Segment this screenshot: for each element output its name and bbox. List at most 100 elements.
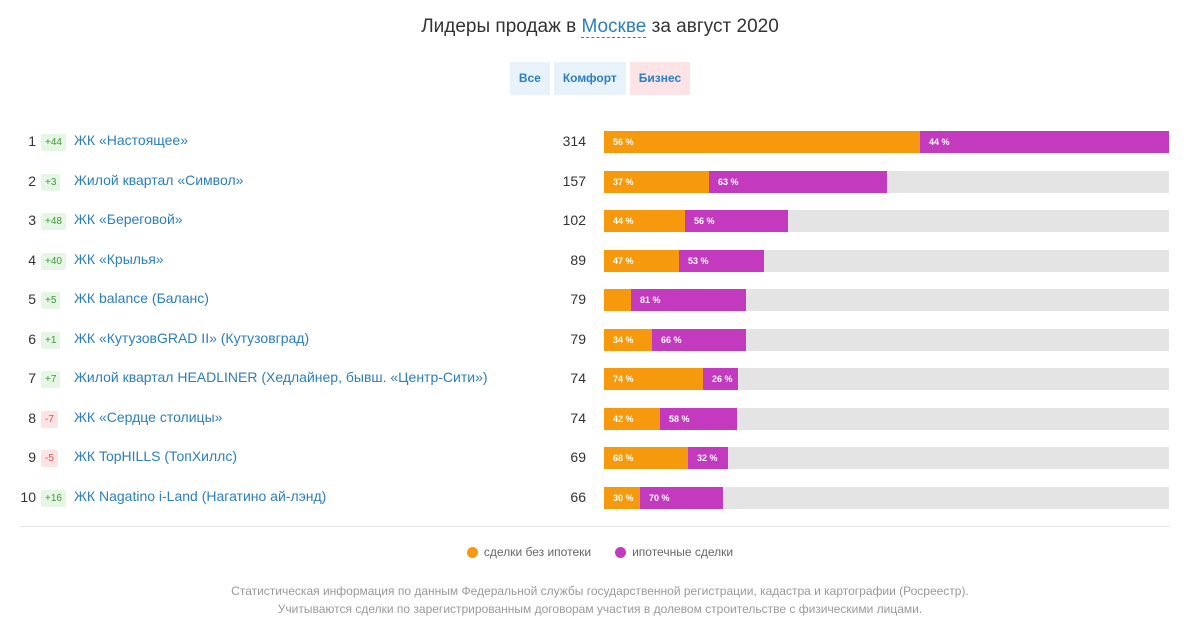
bar-percent-label: 56 % bbox=[613, 137, 634, 147]
project-link[interactable]: Жилой квартал «Символ» bbox=[74, 171, 244, 188]
bar-percent-label: 63 % bbox=[718, 176, 739, 187]
rank-label: 7 bbox=[28, 370, 36, 386]
bar-percent-label: 34 % bbox=[613, 334, 634, 345]
bar-percent-label: 68 % bbox=[613, 453, 634, 463]
bar-segment-cash: 30 % bbox=[604, 486, 640, 509]
bar-percent-label: 30 % bbox=[613, 492, 634, 503]
deal-count: 102 bbox=[562, 212, 586, 228]
deal-count: 74 bbox=[570, 370, 586, 386]
rank-change-badge: +3 bbox=[41, 173, 61, 191]
source-note: Статистическая информация по данным Феде… bbox=[0, 582, 1200, 618]
rank-change-badge: +40 bbox=[41, 252, 66, 270]
chart-row: 4 +40 ЖК «Крылья» 89 47 % 53 % bbox=[0, 241, 1200, 281]
chart-row: 1 +44 ЖК «Настоящее» 314 56 % 44 % bbox=[0, 122, 1200, 162]
rank-label: 3 bbox=[28, 212, 36, 228]
city-selector[interactable]: Москве bbox=[581, 16, 647, 38]
chart-row: 8 -7 ЖК «Сердце столицы» 74 42 % 58 % bbox=[0, 399, 1200, 439]
bar-track: 42 % 58 % bbox=[604, 407, 1169, 430]
chart-legend: сделки без ипотеки ипотечные сделки bbox=[0, 545, 1200, 559]
rank-label: 6 bbox=[28, 330, 36, 347]
project-link[interactable]: ЖК «Крылья» bbox=[74, 250, 164, 267]
bar-percent-label: 56 % bbox=[694, 216, 715, 226]
rank-label: 4 bbox=[28, 251, 36, 268]
bar-segment-cash: 37 % bbox=[604, 170, 709, 193]
legend-swatch-mortgage bbox=[615, 546, 627, 558]
rank-label: 5 bbox=[28, 291, 36, 307]
rank-change-badge: -7 bbox=[41, 410, 58, 428]
bar-percent-label: 81 % bbox=[640, 295, 661, 305]
project-link[interactable]: ЖК Nagatino i-Land (Нагатино ай-лэнд) bbox=[74, 487, 327, 504]
legend-label-cash: сделки без ипотеки bbox=[483, 545, 592, 559]
bar-segment-cash: 68 % bbox=[604, 447, 688, 469]
project-link[interactable]: Жилой квартал HEADLINER (Хедлайнер, бывш… bbox=[74, 369, 488, 385]
project-link[interactable]: ЖК «Настоящее» bbox=[74, 132, 188, 148]
project-link[interactable]: ЖК «КутузовGRAD II» (Кутузовград) bbox=[74, 329, 310, 346]
bar-percent-label: 37 % bbox=[613, 176, 634, 187]
deal-count: 66 bbox=[570, 488, 586, 505]
project-link[interactable]: ЖК balance (Баланс) bbox=[74, 290, 209, 306]
bar-segment-mortgage: 44 % bbox=[920, 131, 1169, 153]
bar-segment-mortgage: 66 % bbox=[652, 328, 746, 351]
bar-percent-label: 66 % bbox=[661, 334, 682, 345]
bar-segment-cash: 47 % bbox=[604, 249, 679, 272]
bar-track: 34 % 66 % bbox=[604, 328, 1169, 351]
project-link[interactable]: ЖК «Береговой» bbox=[74, 211, 183, 227]
rank-label: 9 bbox=[28, 449, 36, 465]
chart-row: 9 -5 ЖК TopHILLS (ТопХиллс) 69 68 % 32 % bbox=[0, 438, 1200, 478]
bar-track: 44 % 56 % bbox=[604, 210, 1169, 232]
bar-percent-label: 47 % bbox=[613, 255, 634, 266]
bar-segment-cash: 74 % bbox=[604, 368, 703, 390]
bar-track: 30 % 70 % bbox=[604, 486, 1169, 509]
bar-percent-label: 74 % bbox=[613, 374, 634, 384]
rank-label: 1 bbox=[28, 133, 36, 149]
rank-change-badge: +1 bbox=[41, 331, 61, 349]
title-prefix: Лидеры продаж в bbox=[421, 16, 577, 37]
bar-track: 47 % 53 % bbox=[604, 249, 1169, 272]
rank-change-badge: +7 bbox=[41, 371, 61, 388]
bar-segment-mortgage: 56 % bbox=[685, 210, 788, 232]
deal-count: 74 bbox=[570, 409, 586, 426]
bar-percent-label: 53 % bbox=[688, 255, 709, 266]
bar-percent-label: 58 % bbox=[669, 413, 690, 424]
deal-count: 157 bbox=[562, 172, 586, 189]
bar-percent-label: 44 % bbox=[929, 137, 950, 147]
bar-percent-label: 42 % bbox=[613, 413, 634, 424]
bar-segment-mortgage: 81 % bbox=[631, 289, 746, 311]
deal-count: 314 bbox=[562, 133, 586, 149]
filter-comfort[interactable]: Комфорт bbox=[553, 62, 626, 95]
bar-track: 81 % bbox=[604, 289, 1169, 311]
rank-change-badge: +5 bbox=[41, 292, 61, 309]
rank-label: 8 bbox=[28, 409, 36, 426]
class-filter-tabs: Все Комфорт Бизнес bbox=[0, 62, 1200, 95]
page-title: Лидеры продаж в Москве за август 2020 bbox=[0, 16, 1200, 38]
bar-segment-mortgage: 32 % bbox=[688, 447, 728, 469]
deal-count: 89 bbox=[570, 251, 586, 268]
divider bbox=[20, 526, 1170, 527]
rank-label: 10 bbox=[20, 488, 36, 505]
bar-segment-mortgage: 53 % bbox=[679, 249, 764, 272]
source-note-line-2: Учитываются сделки по зарегистрированным… bbox=[277, 602, 923, 616]
bar-segment-mortgage: 58 % bbox=[660, 407, 737, 430]
project-link[interactable]: ЖК TopHILLS (ТопХиллс) bbox=[74, 448, 237, 464]
source-note-line-1: Статистическая информация по данным Феде… bbox=[231, 584, 969, 598]
bar-track: 56 % 44 % bbox=[604, 131, 1169, 153]
filter-business[interactable]: Бизнес bbox=[629, 62, 691, 95]
bar-segment-cash: 34 % bbox=[604, 328, 652, 351]
legend-label-mortgage: ипотечные сделки bbox=[632, 545, 734, 559]
legend-item-mortgage: ипотечные сделки bbox=[615, 545, 733, 559]
filter-all[interactable]: Все bbox=[509, 62, 550, 95]
bar-segment-mortgage: 26 % bbox=[703, 368, 738, 390]
chart-row: 3 +48 ЖК «Береговой» 102 44 % 56 % bbox=[0, 201, 1200, 241]
project-link[interactable]: ЖК «Сердце столицы» bbox=[74, 408, 223, 425]
rank-label: 2 bbox=[28, 172, 36, 189]
rank-change-badge: +44 bbox=[41, 134, 66, 151]
bar-percent-label: 32 % bbox=[697, 453, 718, 463]
rank-change-badge: -5 bbox=[41, 450, 58, 467]
bar-percent-label: 44 % bbox=[613, 216, 634, 226]
bar-segment-cash bbox=[604, 289, 631, 311]
deal-count: 79 bbox=[570, 330, 586, 347]
bar-percent-label: 26 % bbox=[712, 374, 733, 384]
rank-change-badge: +48 bbox=[41, 213, 66, 230]
deal-count: 79 bbox=[570, 291, 586, 307]
bar-track: 74 % 26 % bbox=[604, 368, 1169, 390]
